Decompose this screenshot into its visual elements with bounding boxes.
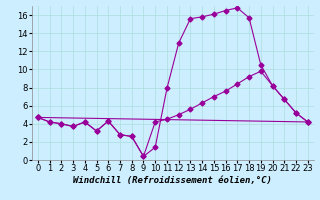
X-axis label: Windchill (Refroidissement éolien,°C): Windchill (Refroidissement éolien,°C) <box>73 176 272 185</box>
